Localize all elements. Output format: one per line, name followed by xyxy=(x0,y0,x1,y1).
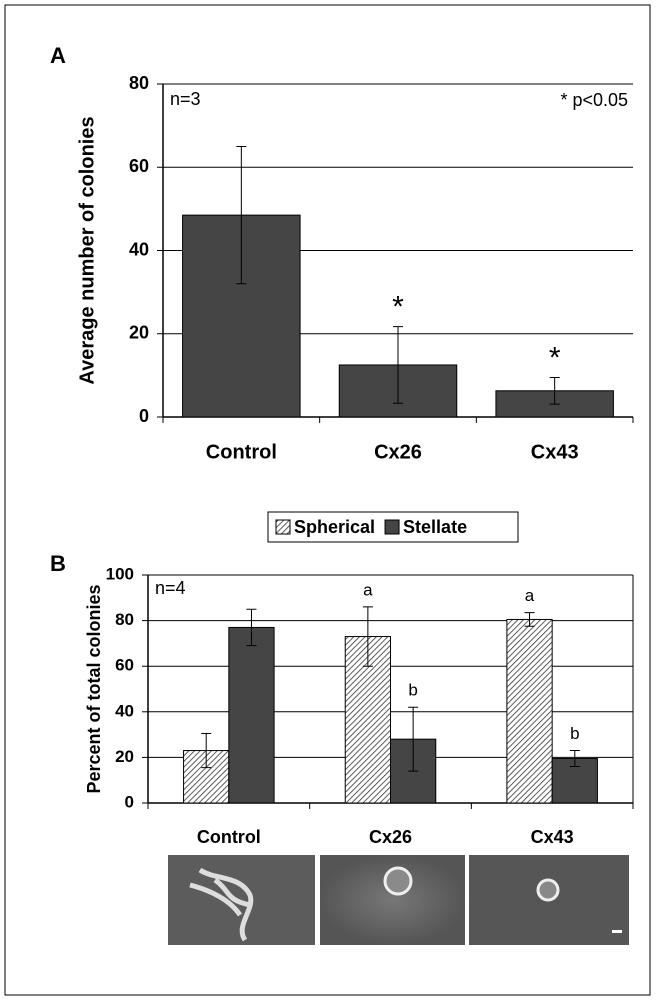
y-tick-label: 80 xyxy=(115,610,134,629)
y-tick-label: 100 xyxy=(106,564,134,583)
error-bar xyxy=(393,326,403,404)
bar xyxy=(228,626,275,804)
y-tick-label: 60 xyxy=(115,656,134,675)
legend-label: Spherical xyxy=(294,517,375,537)
annotation: n=4 xyxy=(155,578,186,598)
significance-label: a xyxy=(525,586,535,605)
error-bar xyxy=(408,706,419,772)
bar xyxy=(506,618,553,804)
error-bar xyxy=(362,606,373,667)
panel-label: A xyxy=(50,43,66,68)
annotation: * p<0.05 xyxy=(560,90,628,110)
x-tick-label: Cx26 xyxy=(374,441,422,463)
significance-label: b xyxy=(408,681,417,700)
x-tick-label: Cx43 xyxy=(531,441,579,463)
legend-label: Stellate xyxy=(403,517,467,537)
significance-label: * xyxy=(549,341,561,374)
scale-bar xyxy=(612,930,622,933)
x-tick-label: Cx43 xyxy=(531,827,574,847)
significance-label: b xyxy=(570,724,579,743)
y-tick-label: 20 xyxy=(129,323,149,343)
y-tick-label: 0 xyxy=(125,792,134,811)
error-bar xyxy=(524,612,535,627)
y-tick-label: 20 xyxy=(115,747,134,766)
y-axis-label: Percent of total colonies xyxy=(84,584,104,793)
y-tick-label: 60 xyxy=(129,156,149,176)
x-tick-label: Control xyxy=(197,827,261,847)
y-tick-label: 40 xyxy=(115,701,134,720)
photo-colony xyxy=(383,866,413,896)
y-tick-label: 0 xyxy=(139,406,149,426)
error-bar xyxy=(569,750,580,768)
significance-label: * xyxy=(392,291,404,324)
annotation: n=3 xyxy=(170,89,201,109)
figure-border xyxy=(4,4,651,996)
photo-colony xyxy=(536,878,560,902)
photo-cells xyxy=(189,867,254,942)
legend: Spherical Stellate xyxy=(267,511,519,543)
error-bar xyxy=(246,608,257,647)
panel-label: B xyxy=(50,551,66,576)
error-bar xyxy=(201,732,212,769)
error-bar xyxy=(236,145,247,285)
legend-swatch xyxy=(384,519,400,535)
significance-label: a xyxy=(363,580,373,599)
y-tick-label: 40 xyxy=(129,239,149,259)
y-axis-label: Average number of colonies xyxy=(76,116,98,384)
x-tick-label: Control xyxy=(206,441,277,463)
x-tick-label: Cx26 xyxy=(369,827,412,847)
error-bar xyxy=(549,376,560,405)
y-tick-label: 80 xyxy=(129,73,149,93)
legend-swatch xyxy=(275,519,291,535)
photos xyxy=(168,855,629,945)
